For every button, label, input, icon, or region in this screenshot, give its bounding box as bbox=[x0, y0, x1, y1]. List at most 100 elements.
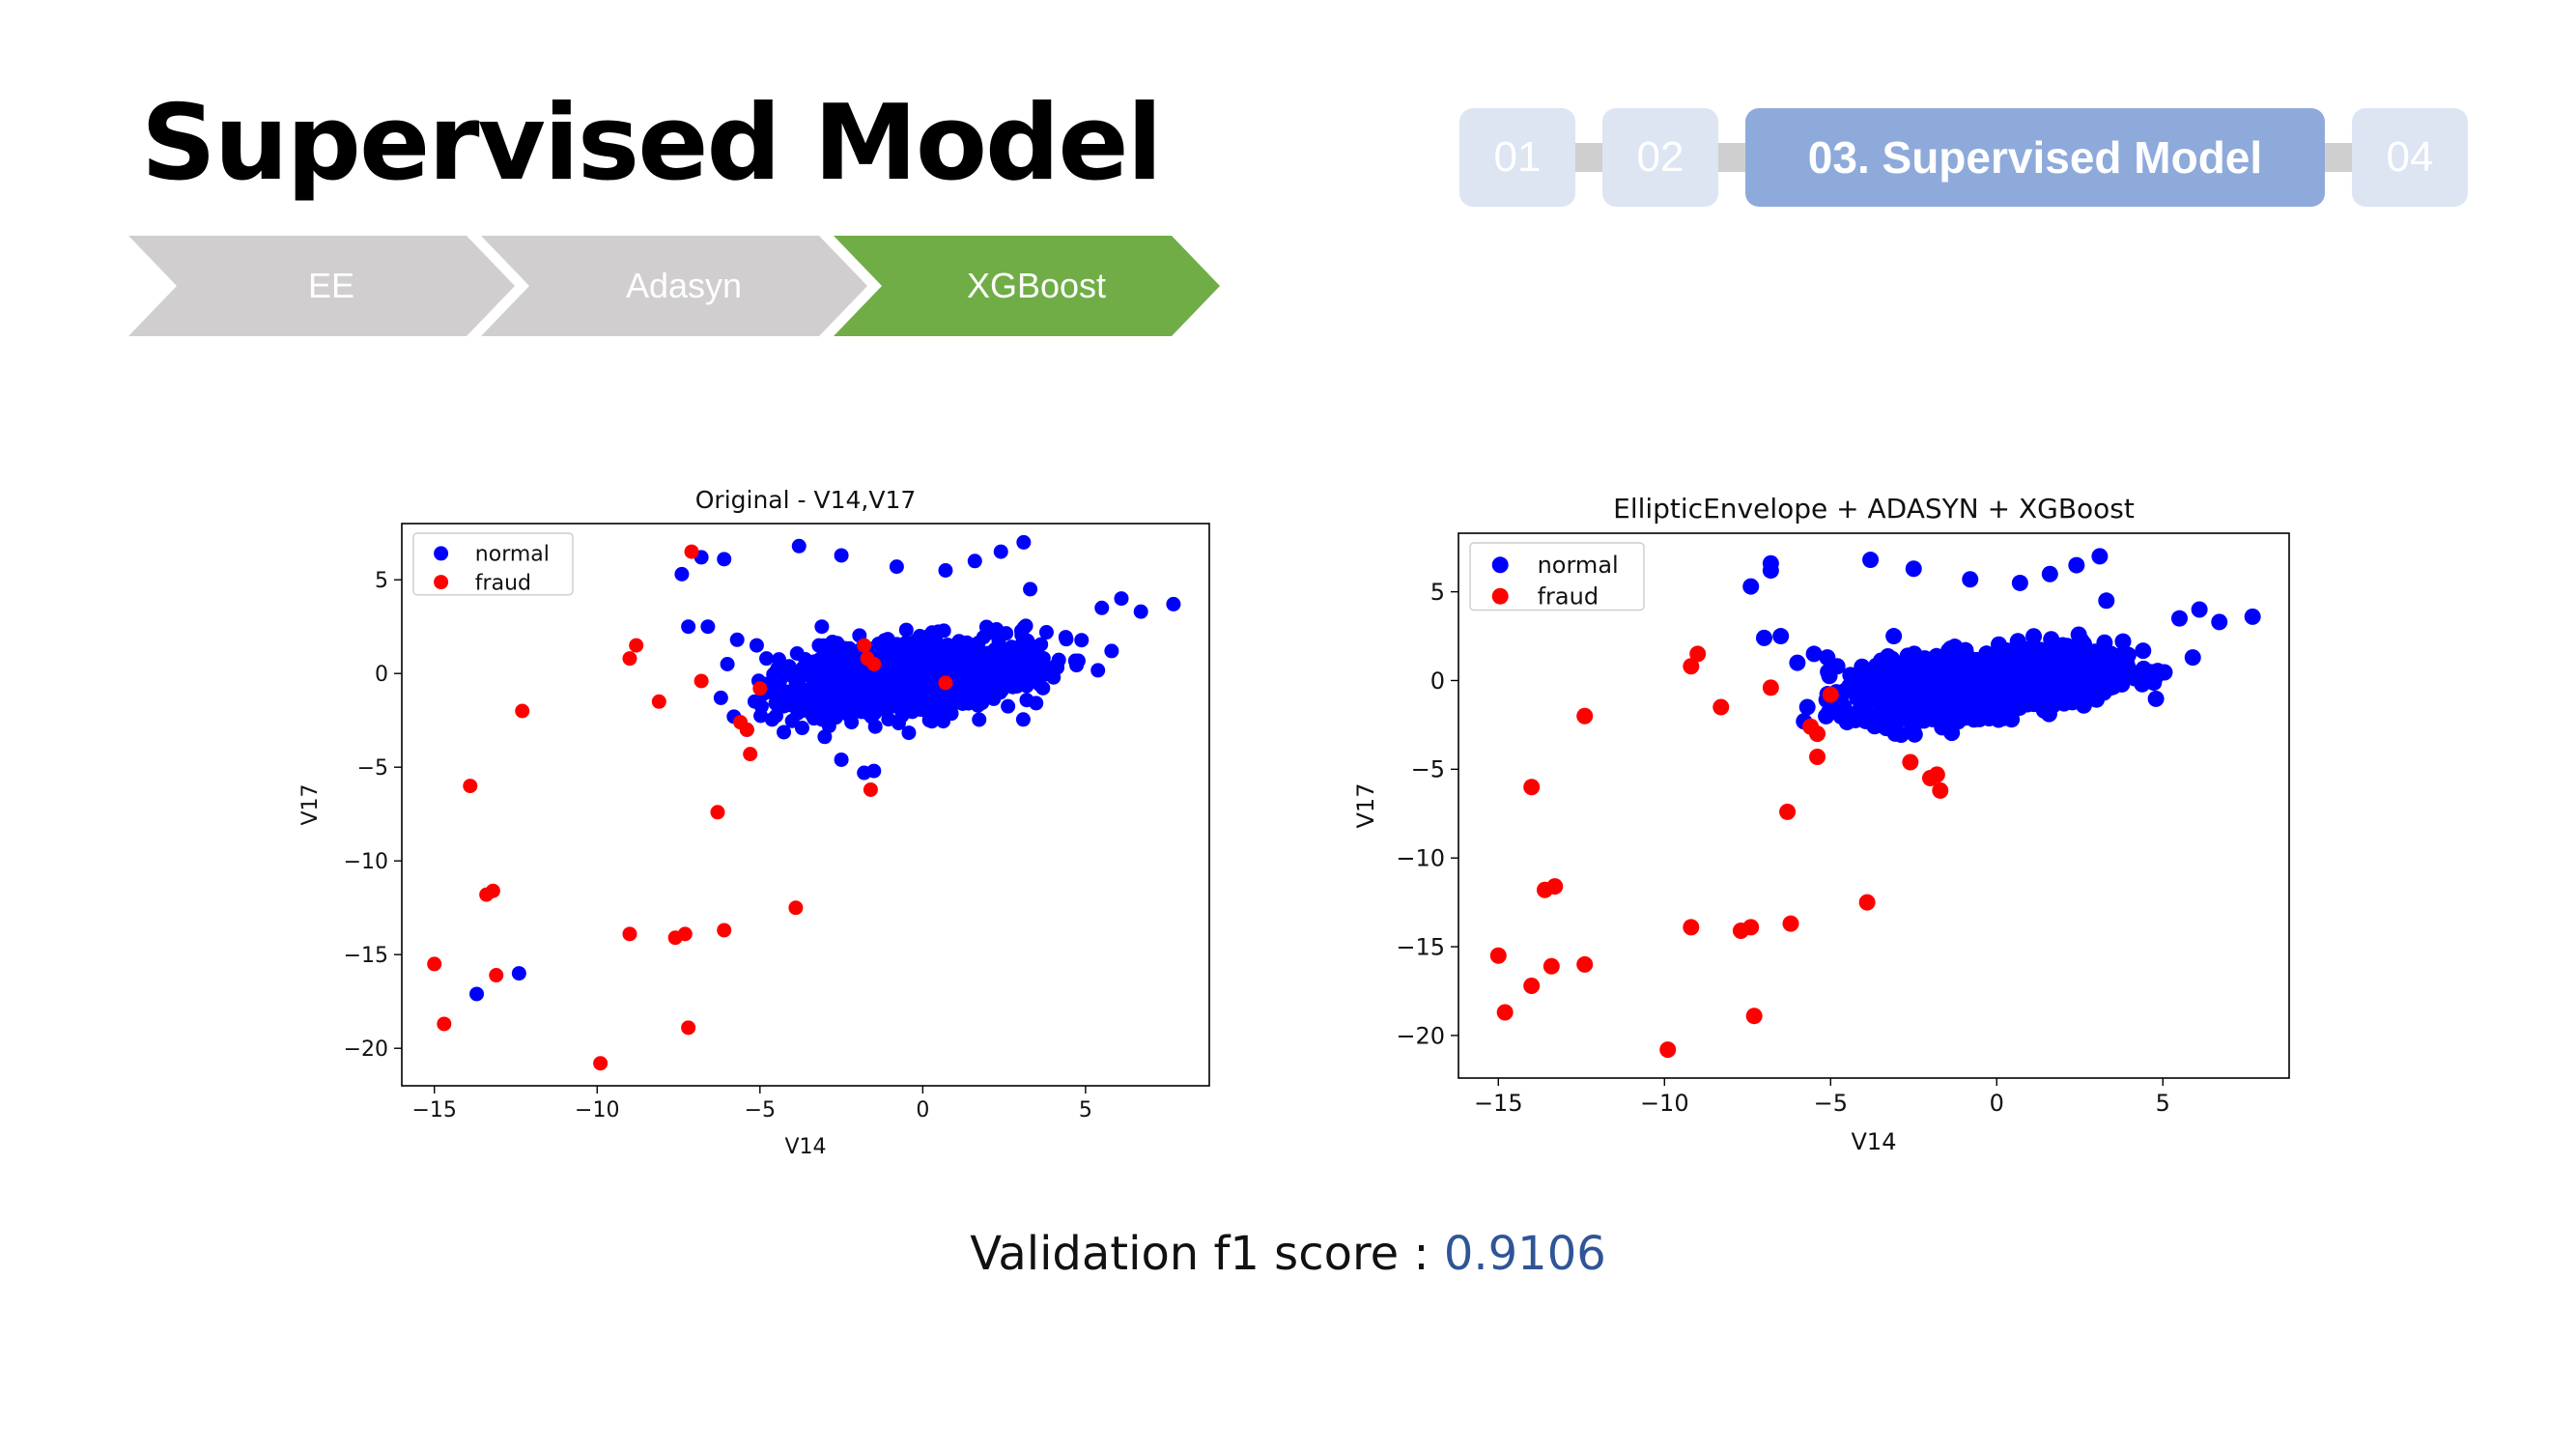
x-axis-label: V14 bbox=[1852, 1128, 1897, 1155]
point-normal bbox=[993, 544, 1008, 559]
step-xgboost[interactable]: XGBoost bbox=[834, 236, 1220, 336]
y-tick-label: −20 bbox=[344, 1037, 388, 1062]
legend-marker bbox=[434, 546, 449, 561]
legend-label: normal bbox=[475, 543, 550, 567]
point-normal bbox=[753, 698, 769, 714]
point-normal bbox=[1962, 571, 1979, 588]
point-normal bbox=[2082, 670, 2100, 688]
point-normal bbox=[866, 763, 882, 779]
y-tick-label: −10 bbox=[1396, 845, 1445, 872]
point-normal bbox=[917, 680, 932, 696]
point-normal bbox=[729, 632, 745, 647]
nav-connector bbox=[1573, 143, 1602, 172]
step-ee-label: EE bbox=[307, 266, 355, 305]
point-normal bbox=[794, 721, 809, 736]
point-normal bbox=[1897, 666, 1914, 683]
point-normal bbox=[1070, 653, 1086, 668]
point-normal bbox=[990, 655, 1005, 670]
x-tick-label: 5 bbox=[2156, 1090, 2170, 1117]
point-fraud bbox=[1742, 919, 1760, 936]
point-normal bbox=[1885, 628, 1903, 645]
point-fraud bbox=[866, 657, 882, 671]
point-fraud bbox=[739, 722, 754, 737]
point-normal bbox=[2036, 654, 2053, 671]
point-normal bbox=[777, 724, 792, 740]
point-normal bbox=[1001, 698, 1016, 714]
point-fraud bbox=[857, 638, 872, 653]
point-normal bbox=[834, 752, 849, 767]
point-normal bbox=[805, 707, 820, 723]
y-tick-label: −15 bbox=[344, 944, 388, 968]
nav-item-01[interactable]: 01 bbox=[1459, 108, 1575, 207]
point-normal bbox=[975, 686, 990, 701]
point-normal bbox=[759, 651, 775, 667]
point-fraud bbox=[1713, 698, 1730, 716]
step-adasyn[interactable]: Adasyn bbox=[481, 236, 867, 336]
y-tick-label: 0 bbox=[1430, 668, 1445, 695]
point-normal bbox=[891, 716, 906, 731]
point-normal bbox=[1841, 677, 1858, 695]
point-normal bbox=[938, 563, 953, 578]
point-normal bbox=[1074, 633, 1090, 648]
plot-frame bbox=[1458, 532, 2290, 1079]
process-chevrons bbox=[128, 236, 1220, 336]
point-normal bbox=[2053, 669, 2071, 687]
point-normal bbox=[1914, 659, 1932, 676]
point-fraud bbox=[710, 805, 725, 820]
page-title: Supervised Model bbox=[141, 83, 1163, 204]
point-fraud bbox=[788, 900, 804, 916]
point-normal bbox=[713, 690, 728, 705]
point-normal bbox=[2096, 634, 2113, 651]
point-normal bbox=[1013, 662, 1029, 677]
point-normal bbox=[952, 655, 968, 670]
point-normal bbox=[880, 632, 895, 647]
y-axis-label: V17 bbox=[1352, 783, 1379, 829]
x-tick-label: −15 bbox=[1474, 1090, 1523, 1117]
point-normal bbox=[789, 645, 805, 661]
point-normal bbox=[790, 705, 806, 721]
step-ee[interactable]: EE bbox=[128, 236, 515, 336]
chart-pipeline-svg: EllipticEnvelope + ADASYN + XGBoost −15 −1… bbox=[1352, 493, 2290, 1155]
point-normal bbox=[2003, 642, 2021, 660]
legend-marker bbox=[1491, 556, 1509, 574]
legend-label: fraud bbox=[1538, 583, 1599, 611]
point-normal bbox=[916, 692, 931, 707]
point-normal bbox=[1892, 725, 1910, 743]
point-normal bbox=[2135, 642, 2152, 660]
point-normal bbox=[1016, 534, 1032, 550]
point-fraud bbox=[463, 779, 478, 794]
point-normal bbox=[969, 655, 984, 670]
point-normal bbox=[1166, 596, 1181, 611]
point-fraud bbox=[681, 1020, 696, 1036]
point-fraud bbox=[437, 1016, 452, 1032]
point-normal bbox=[1884, 652, 1902, 669]
nav-item-03[interactable]: 03. Supervised Model bbox=[1745, 108, 2325, 207]
point-normal bbox=[1029, 696, 1044, 711]
point-normal bbox=[2068, 556, 2085, 574]
point-normal bbox=[2002, 699, 2020, 717]
point-fraud bbox=[1809, 748, 1826, 765]
point-fraud bbox=[489, 968, 504, 983]
point-normal bbox=[889, 559, 904, 575]
point-fraud bbox=[1659, 1041, 1677, 1059]
point-normal bbox=[872, 642, 888, 658]
x-tick-label: −10 bbox=[1640, 1090, 1689, 1117]
point-fraud bbox=[1779, 803, 1797, 820]
point-fraud bbox=[1928, 766, 1945, 783]
y-tick-label: −10 bbox=[344, 850, 388, 874]
point-normal bbox=[2184, 649, 2201, 667]
point-normal bbox=[901, 725, 917, 741]
chart-title: Original - V14,V17 bbox=[695, 486, 917, 514]
point-fraud bbox=[515, 703, 530, 719]
point-normal bbox=[2098, 592, 2115, 610]
point-normal bbox=[2050, 645, 2067, 663]
nav-item-04[interactable]: 04 bbox=[2352, 108, 2468, 207]
point-normal bbox=[1879, 679, 1896, 696]
nav-item-02[interactable]: 02 bbox=[1602, 108, 1718, 207]
point-normal bbox=[674, 566, 690, 582]
point-normal bbox=[1046, 669, 1062, 685]
point-normal bbox=[1772, 628, 1790, 645]
point-normal bbox=[2119, 646, 2137, 664]
point-normal bbox=[870, 673, 886, 689]
point-normal bbox=[2091, 548, 2109, 565]
